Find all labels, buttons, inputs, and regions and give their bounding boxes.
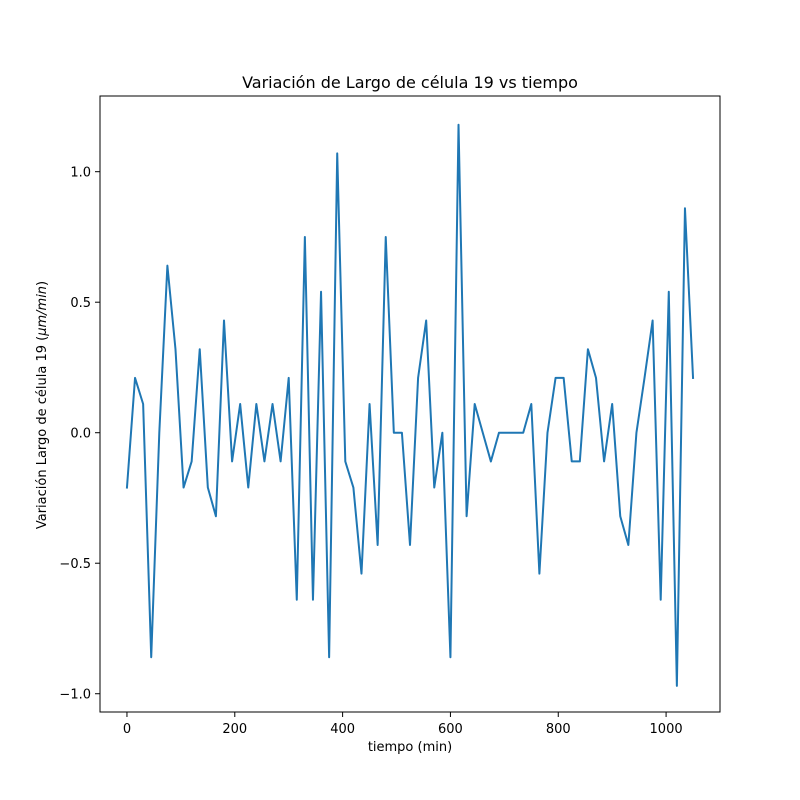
x-tick-label: 400 xyxy=(330,722,355,737)
axes-frame xyxy=(99,95,721,713)
x-tick-label: 800 xyxy=(546,722,571,737)
x-tick-label: 0 xyxy=(123,722,131,737)
y-axis: −1.0 −0.5 0.0 0.5 1.0 xyxy=(59,166,100,703)
x-axis-label: tiempo (min) xyxy=(368,740,452,755)
series-line-1 xyxy=(125,123,695,687)
y-axis-label-unit: μm/min xyxy=(35,286,50,337)
y-axis-label-suffix: ) xyxy=(35,281,50,286)
x-tick-label: 1000 xyxy=(650,722,683,737)
x-tick-label: 600 xyxy=(438,722,463,737)
y-tick-label: −0.5 xyxy=(59,557,91,572)
y-axis-label-prefix: Variación Largo de célula 19 ( xyxy=(35,336,50,529)
y-tick-label: 1.0 xyxy=(70,166,91,181)
y-tick-label: 0.0 xyxy=(70,427,91,442)
y-axis-label: Variación Largo de célula 19 (μm/min) xyxy=(35,281,50,529)
chart-title: Variación de Largo de célula 19 vs tiemp… xyxy=(242,73,578,92)
y-tick-label: 0.5 xyxy=(70,296,91,311)
plot-area xyxy=(99,95,721,713)
y-tick-label: −1.0 xyxy=(59,688,91,703)
x-axis: 0 200 400 600 800 1000 xyxy=(123,712,683,737)
x-tick-label: 200 xyxy=(222,722,247,737)
